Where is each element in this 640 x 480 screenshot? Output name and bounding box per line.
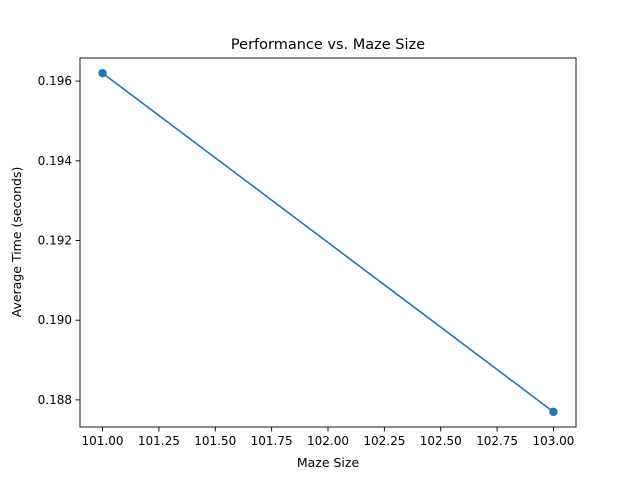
- data-point: [98, 68, 107, 78]
- data-point: [549, 407, 558, 417]
- plot-frame: [79, 57, 577, 428]
- y-tick-label: 0.194: [38, 154, 72, 168]
- x-tick-label: 102.75: [476, 434, 518, 448]
- x-tick-label: 101.75: [251, 434, 293, 448]
- y-axis-label: Average Time (seconds): [9, 167, 24, 318]
- plot-area: 101.00 101.25 101.50 101.75 102.00 102.25 102.…: [38, 57, 577, 448]
- x-axis-label: Maze Size: [297, 455, 360, 470]
- y-tick-label: 0.192: [38, 234, 72, 248]
- x-tick-label: 102.00: [307, 434, 349, 448]
- chart-title: Performance vs. Maze Size: [231, 37, 425, 53]
- x-tick-label: 102.50: [420, 434, 462, 448]
- x-tick-label: 101.00: [82, 434, 124, 448]
- x-tick-label: 103.00: [532, 434, 574, 448]
- series-line: [102, 72, 554, 413]
- y-tick-label: 0.196: [38, 74, 72, 88]
- x-tick-label: 102.25: [363, 434, 405, 448]
- y-tick-label: 0.190: [38, 313, 72, 327]
- x-tick-label: 101.25: [138, 434, 180, 448]
- x-tick-label: 101.50: [194, 434, 236, 448]
- y-tick-label: 0.188: [38, 393, 72, 407]
